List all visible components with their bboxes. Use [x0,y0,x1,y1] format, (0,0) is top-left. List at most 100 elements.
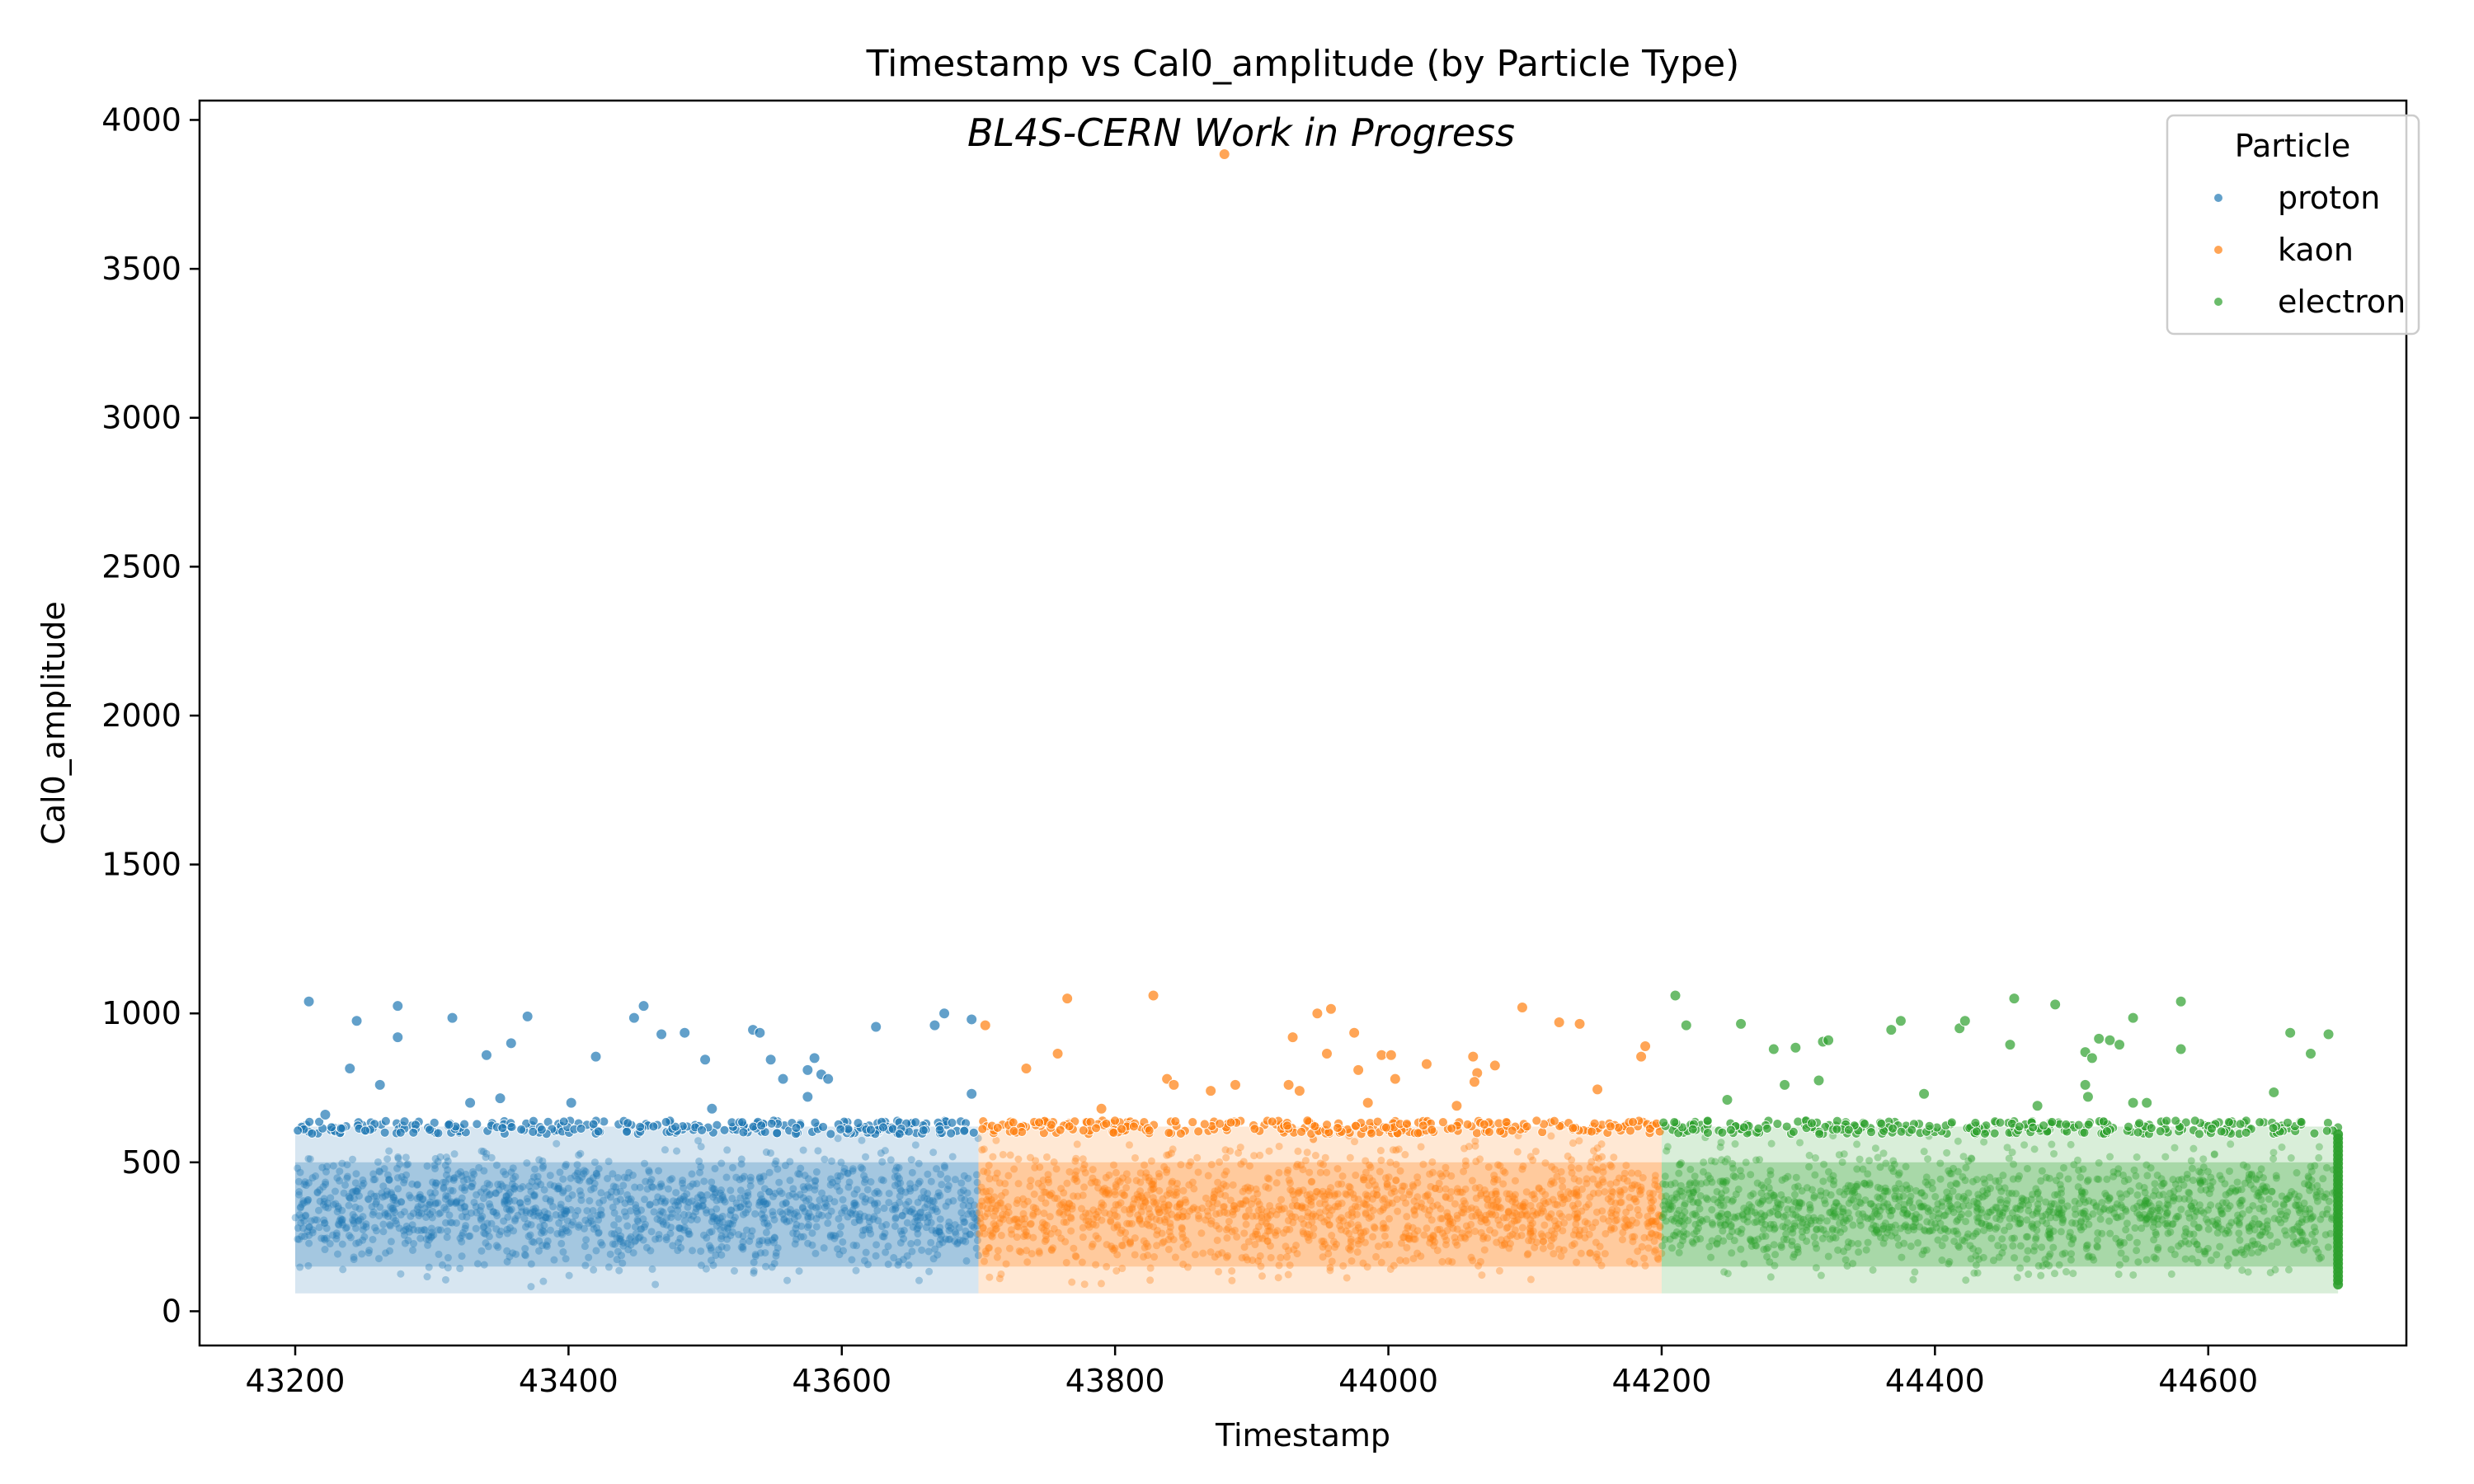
data-point-proton [762,1148,770,1157]
data-point-proton [389,1206,397,1214]
data-point-proton [308,1226,317,1234]
data-point-electron [2270,1214,2279,1223]
data-point-proton [349,1187,357,1195]
data-point-proton [555,1219,563,1228]
data-point-proton [739,1210,747,1219]
data-point-proton [708,1218,716,1226]
data-point-proton [807,1201,815,1209]
data-point-proton [914,1223,922,1232]
data-point-proton [672,1189,680,1197]
data-point-electron [1796,1139,1804,1147]
data-point-proton [509,1249,517,1257]
data-point-electron [1958,1210,1966,1219]
data-point-kaon [1577,1249,1585,1257]
data-point-proton [372,1227,380,1235]
data-point-proton [960,1172,968,1180]
data-point-proton [562,1209,570,1218]
data-point-kaon [1410,1207,1418,1215]
data-point-proton [382,1249,390,1257]
data-point-proton [524,1219,532,1228]
data-point-electron [2077,1173,2085,1181]
data-point-proton [730,1216,738,1224]
data-point-proton [751,1209,760,1218]
data-point-kaon [1618,1236,1626,1244]
data-point-proton [780,1214,788,1223]
data-point-proton [392,1217,400,1225]
data-point-kaon [1597,1140,1606,1148]
data-point-proton [496,1227,505,1235]
data-point-kaon [1420,1205,1428,1213]
data-point-proton [384,1212,393,1220]
data-point-kaon [1056,1208,1065,1216]
data-point-proton [442,1191,450,1200]
data-point-proton [914,1212,922,1220]
data-point-proton [758,1195,766,1203]
data-point-kaon [1547,1210,1555,1219]
data-point-proton [514,1211,522,1219]
outlier-point-proton [679,1026,691,1039]
data-point-proton [924,1218,932,1226]
data-point-proton [321,1219,329,1228]
data-point-electron [1843,1261,1851,1270]
data-point-proton [645,1167,653,1175]
data-point-proton [530,1192,539,1200]
data-point-proton [450,1173,459,1181]
data-point-proton [376,1203,384,1211]
data-point-electron [2206,1182,2214,1190]
data-point-proton [631,1183,639,1191]
data-point-proton [567,1205,575,1214]
data-point-proton [297,1203,305,1211]
data-point-proton [531,1165,539,1173]
data-point-proton [456,1265,464,1273]
data-point-proton [529,1208,537,1216]
data-point-proton [880,1233,888,1241]
data-point-proton [590,1266,598,1274]
data-point-proton [417,1200,426,1209]
data-point-proton [306,1155,314,1163]
data-point-kaon [1366,1163,1375,1172]
data-point-kaon [1339,1217,1348,1225]
data-point-proton [635,1234,643,1242]
data-point-proton [811,1177,819,1186]
data-point-kaon [1198,1205,1206,1213]
data-point-kaon [977,1183,985,1191]
data-point-kaon [1382,1174,1390,1182]
data-point-proton [840,1247,848,1255]
data-point-proton [305,1223,313,1231]
data-point-proton [694,1194,702,1202]
data-point-kaon [1005,1244,1014,1252]
data-point-proton [463,1176,472,1184]
data-point-proton [433,1128,444,1139]
data-point-proton [795,1267,803,1275]
data-point-proton [680,1217,689,1225]
data-point-kaon [1277,1253,1285,1261]
data-point-proton [816,1196,824,1205]
data-point-kaon [1105,1171,1113,1179]
data-point-proton [826,1233,835,1241]
data-point-proton [910,1218,919,1226]
data-point-proton [936,1191,944,1200]
data-point-proton [543,1209,552,1218]
data-point-proton [938,1238,947,1247]
data-point-kaon [1222,1253,1230,1261]
data-point-proton [389,1194,397,1202]
data-point-proton [965,1202,973,1210]
data-point-proton [478,1212,487,1220]
data-point-proton [462,1208,470,1216]
data-point-kaon [1299,1186,1307,1195]
data-point-proton [590,1225,598,1233]
data-point-proton [503,1229,511,1237]
data-point-kaon [1367,1213,1376,1221]
data-point-proton [383,1171,392,1179]
data-point-proton [853,1186,861,1194]
data-point-electron [2059,1163,2067,1172]
data-point-kaon [1423,1224,1431,1233]
data-point-proton [529,1212,538,1220]
data-point-proton [848,1210,856,1219]
outlier-point-kaon [1635,1050,1648,1063]
data-point-proton [765,1188,774,1196]
data-point-proton [681,1196,689,1205]
data-point-kaon [1327,1184,1335,1192]
data-point-proton [867,1178,875,1186]
data-point-proton [300,1233,308,1241]
